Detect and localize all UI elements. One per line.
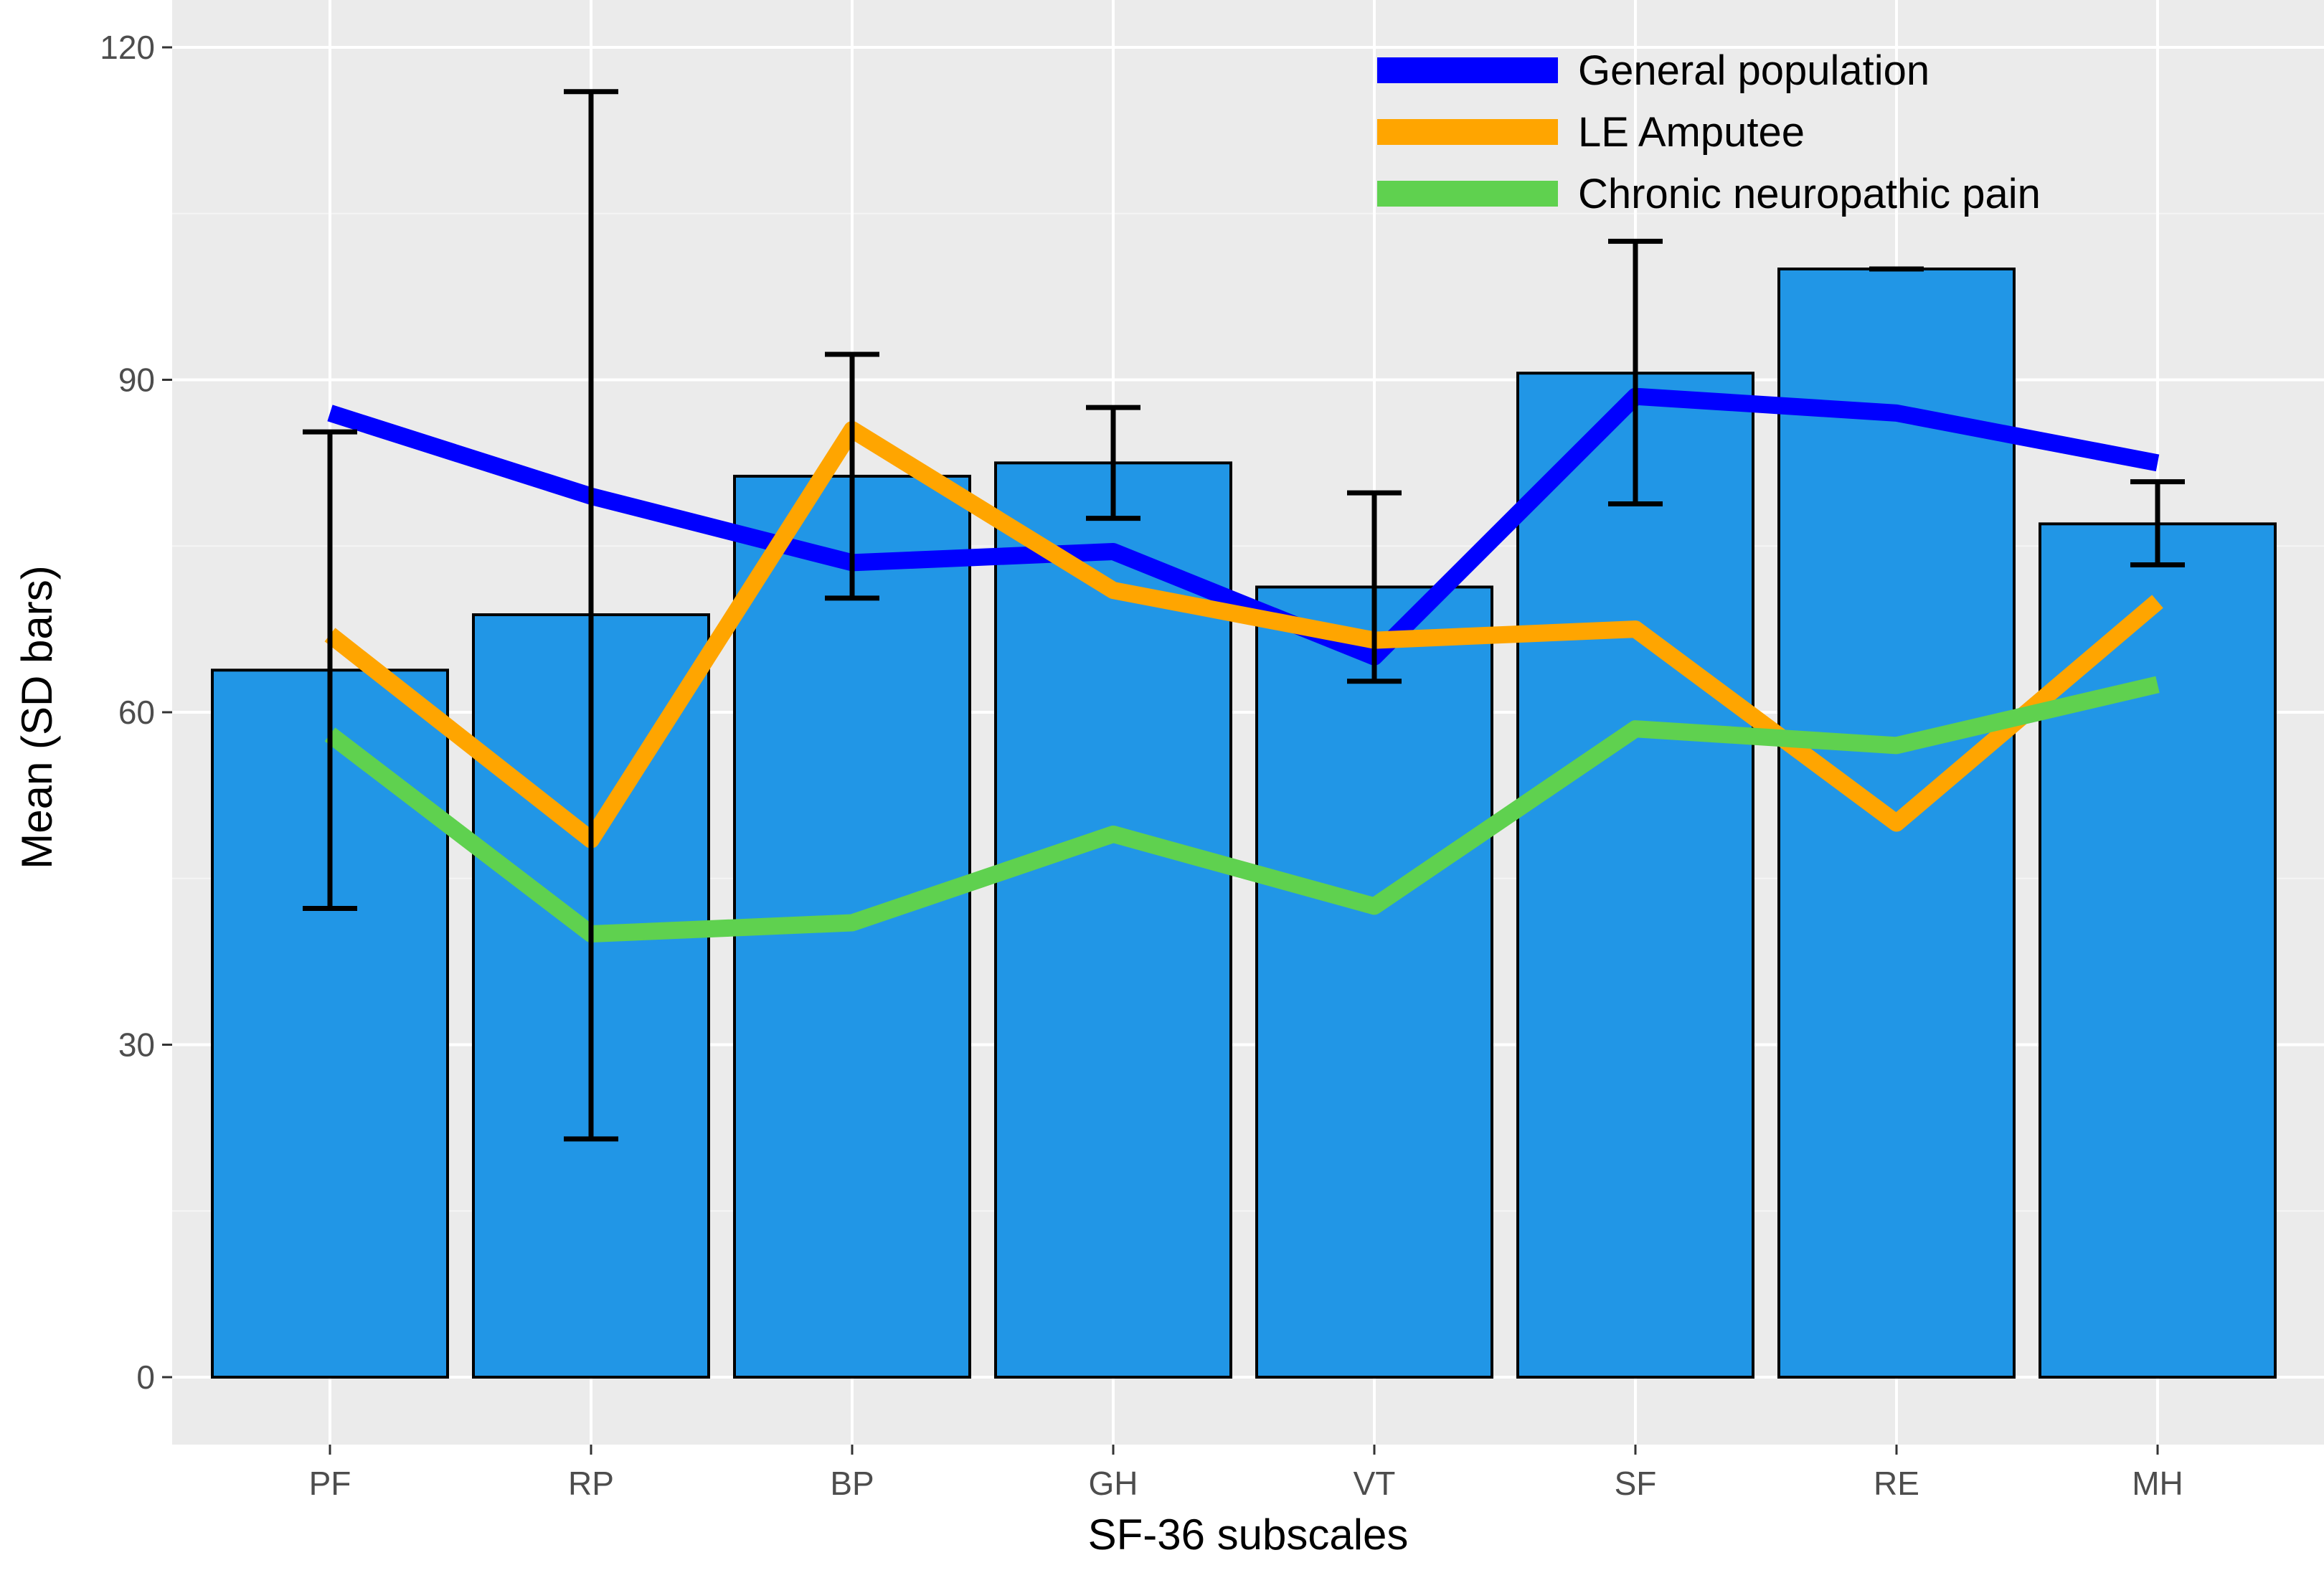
legend-item-le-amputee: LE Amputee [1377, 109, 1805, 156]
x-axis-title: SF-36 subscales [1088, 1511, 1409, 1559]
error-bar-mh [2130, 479, 2185, 568]
error-bar-bp [825, 351, 879, 601]
legend: General population LE Amputee Chronic neur… [1377, 47, 2041, 217]
x-tick-label-vt: VT [1354, 1465, 1396, 1502]
bar-vt [1255, 585, 1493, 1379]
x-tick-label-mh: MH [2132, 1465, 2183, 1502]
error-bar-sf [1608, 238, 1663, 507]
legend-label-chronic-neuropathic-pain: Chronic neuropathic pain [1578, 171, 2041, 217]
series-line-general-population [327, 387, 2160, 666]
bar-gh [994, 461, 1232, 1379]
x-tick-label-pf: PF [309, 1465, 351, 1502]
x-tick-label-sf: SF [1615, 1465, 1657, 1502]
x-tick-label-rp: RP [568, 1465, 614, 1502]
x-tick-label-re: RE [1874, 1465, 1919, 1502]
error-bar-gh [1086, 405, 1140, 521]
y-tick-label-60: 60 [118, 694, 155, 731]
legend-item-chronic-neuropathic-pain: Chronic neuropathic pain [1377, 171, 2041, 217]
x-axis-ticks: PF RP BP GH VT SF RE MH [309, 1445, 2183, 1502]
series-lines [324, 387, 2163, 942]
error-bar-vt [1347, 490, 1402, 684]
legend-label-general-population: General population [1578, 47, 1929, 94]
bar-mh [2039, 522, 2277, 1379]
x-tick-label-bp: BP [830, 1465, 874, 1502]
y-axis-title: Mean (SD bars) [13, 565, 61, 869]
series-line-le-amputee [324, 421, 2163, 849]
error-bars [303, 89, 2185, 1142]
error-bar-pf [303, 429, 357, 911]
y-tick-label-90: 90 [118, 362, 155, 399]
y-axis-ticks: 0 30 60 90 120 [100, 29, 172, 1396]
legend-label-le-amputee: LE Amputee [1578, 109, 1805, 156]
x-tick-label-gh: GH [1089, 1465, 1138, 1502]
y-tick-label-0: 0 [136, 1359, 155, 1396]
legend-item-general-population: General population [1377, 47, 1929, 94]
y-tick-label-120: 120 [100, 29, 155, 66]
error-bar-rp [564, 89, 618, 1142]
bar-sf [1516, 372, 1754, 1379]
series-line-chronic-neuropathic-pain [324, 676, 2160, 942]
y-tick-label-30: 30 [118, 1026, 155, 1064]
